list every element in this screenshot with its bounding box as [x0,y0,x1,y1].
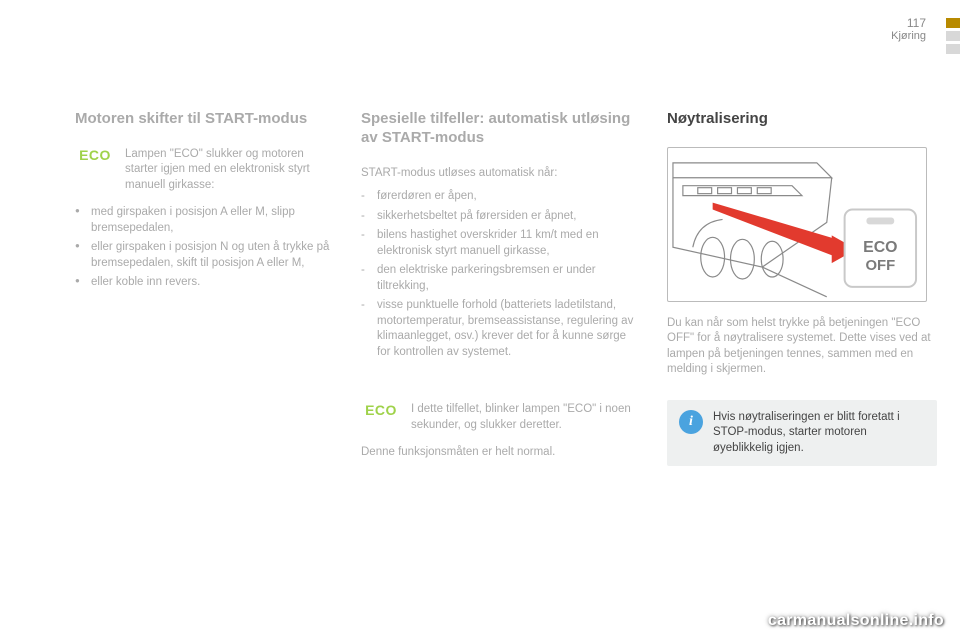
info-callout: i Hvis nøytraliseringen er blitt foretat… [667,400,937,467]
section-label: Kjøring [891,30,926,42]
list-item: eller girspaken i posisjon N og uten å t… [75,240,335,271]
column-middle: Spesielle tilfeller: automatisk utløsing… [361,110,641,620]
info-text: Hvis nøytraliseringen er blitt foretatt … [713,410,925,457]
edge-tab-active [946,18,960,28]
eco-off-line2: OFF [865,258,895,274]
eco-off-button: ECO OFF [845,209,916,286]
illustration: ECO OFF [667,147,927,302]
eco-row: ECO Lampen "ECO" slukker og motoren star… [75,147,335,194]
info-icon-label: i [689,414,693,430]
eco-row: ECO I dette tilfellet, blinker lampen "E… [361,402,641,433]
list-item: den elektriske parkeringsbremsen er unde… [361,263,641,294]
column-left: Motoren skifter til START-modus ECO Lamp… [75,110,335,620]
eco-off-line1: ECO [863,239,897,256]
eco-icon-label: ECO [365,402,397,418]
right-heading: Nøytralisering [667,110,937,129]
list-item: eller koble inn revers. [75,275,335,291]
list-item: sikkerhetsbeltet på førersiden er åpnet, [361,209,641,225]
page-header: 117 Kjøring [891,16,926,42]
info-icon: i [679,410,703,434]
edge-tab [946,31,960,41]
mid-footnote: Denne funksjonsmåten er helt normal. [361,445,641,461]
mid-intro: START-modus utløses automatisk når: [361,166,641,182]
left-eco-text: Lampen "ECO" slukker og motoren starter … [125,147,335,194]
watermark: carmanualsonline.info [768,612,944,630]
page-number: 117 [891,16,926,30]
left-heading: Motoren skifter til START-modus [75,110,335,129]
left-bullets: med girspaken i posisjon A eller M, slip… [75,205,335,291]
manual-page: 117 Kjøring Motoren skifter til START-mo… [0,0,960,640]
edge-tabs [942,18,960,57]
mid-eco-text: I dette tilfellet, blinker lampen "ECO" … [411,402,641,433]
list-item: bilens hastighet overskrider 11 km/t med… [361,228,641,259]
right-body-text: Du kan når som helst trykke på betjening… [667,316,937,378]
eco-icon-label: ECO [79,147,111,163]
arrow-icon [713,202,857,263]
list-item: med girspaken i posisjon A eller M, slip… [75,205,335,236]
column-right: Nøytralisering [667,110,937,620]
eco-icon: ECO [361,402,401,433]
eco-icon: ECO [75,147,115,194]
mid-heading: Spesielle tilfeller: automatisk utløsing… [361,110,641,148]
dashboard-svg: ECO OFF [668,148,926,302]
list-item: visse punktuelle forhold (batteriets lad… [361,298,641,360]
mid-bullets: førerdøren er åpen, sikkerhetsbeltet på … [361,189,641,360]
list-item: førerdøren er åpen, [361,189,641,205]
edge-tab [946,44,960,54]
content-columns: Motoren skifter til START-modus ECO Lamp… [75,110,920,620]
